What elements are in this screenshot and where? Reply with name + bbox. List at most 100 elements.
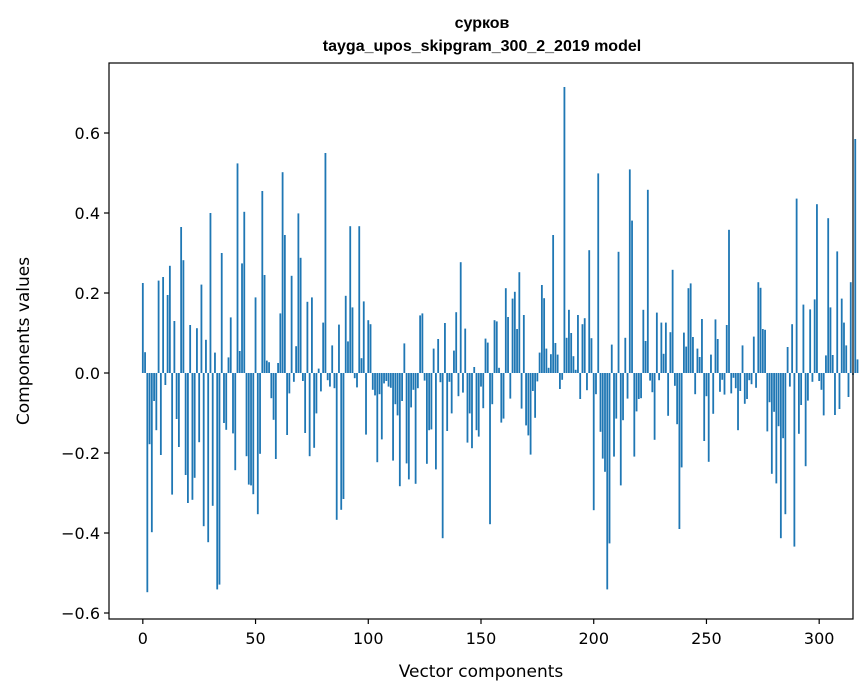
bar [775, 373, 778, 484]
bar [721, 373, 724, 380]
x-axis-label: Vector components [399, 662, 564, 682]
bar [306, 301, 309, 373]
bar [437, 339, 440, 373]
bar [797, 373, 800, 434]
bar [732, 373, 735, 378]
bar [263, 275, 266, 373]
y-tick-label: −0.6 [61, 604, 100, 623]
bar [168, 265, 171, 373]
bar [547, 367, 550, 373]
bar [633, 373, 636, 457]
bar [507, 317, 509, 373]
bar [419, 315, 422, 373]
bar [430, 373, 433, 430]
bar [324, 153, 327, 373]
bar [491, 373, 494, 405]
bar [148, 373, 151, 445]
bar [211, 373, 214, 506]
bar [428, 373, 431, 431]
bar [748, 373, 751, 381]
bar [692, 337, 694, 373]
x-tick-label: 250 [691, 629, 722, 648]
bar [807, 373, 809, 401]
bar [450, 373, 453, 414]
bar [155, 373, 158, 431]
bar [827, 218, 830, 373]
bar [394, 373, 397, 405]
bar [768, 373, 771, 403]
bar [545, 348, 548, 373]
bar [628, 169, 631, 373]
bar [811, 373, 814, 382]
bar [164, 373, 167, 385]
bar [243, 211, 246, 373]
bar [403, 343, 406, 373]
bar [356, 373, 358, 388]
bar [214, 352, 216, 373]
bar [441, 373, 444, 539]
bar [761, 329, 764, 373]
bar [466, 373, 469, 443]
y-tick-label: 0.2 [75, 284, 100, 303]
bar [171, 373, 174, 495]
bar [453, 350, 455, 373]
bar [216, 373, 219, 590]
bar [766, 373, 769, 432]
bar [531, 373, 534, 391]
bar [477, 373, 480, 437]
x-tick-label: 0 [138, 629, 148, 648]
bar [536, 373, 539, 382]
bar [662, 353, 665, 373]
bar [739, 373, 742, 391]
bar [802, 304, 805, 373]
bar [351, 307, 354, 373]
bar [525, 373, 527, 426]
bar [779, 373, 782, 539]
bar [252, 373, 255, 495]
bar [664, 322, 667, 373]
bar [658, 373, 661, 381]
bar [153, 373, 155, 401]
x-tick-label: 300 [804, 629, 835, 648]
bar [358, 226, 361, 373]
bar [667, 373, 670, 416]
bar [752, 336, 755, 373]
bar [559, 373, 561, 389]
bar [601, 373, 604, 459]
bar [840, 298, 843, 373]
bar [464, 328, 467, 373]
bar [849, 282, 852, 373]
bar [405, 373, 408, 464]
y-tick-label: 0.0 [75, 364, 100, 383]
bar [800, 373, 803, 405]
bar [421, 313, 424, 373]
bar [518, 272, 521, 373]
x-axis-ticks: 0 50 100 150 200 250 300 [138, 619, 835, 648]
bar [283, 235, 286, 373]
bars-group [141, 87, 859, 593]
chart-subtitle: tayga_upos_skipgram_300_2_2019 model [323, 38, 641, 55]
bar [572, 356, 575, 373]
bar [254, 297, 257, 373]
bar [586, 373, 588, 391]
bar [701, 319, 703, 373]
chart-title: сурков [455, 15, 510, 32]
bar [468, 373, 471, 414]
bar [297, 213, 300, 373]
bar [617, 251, 620, 373]
bar [552, 235, 555, 373]
bar [624, 337, 627, 373]
bar [687, 288, 690, 373]
bar [198, 373, 201, 443]
bar [495, 321, 498, 373]
bar [205, 339, 207, 373]
bar [608, 373, 611, 544]
bar [678, 373, 681, 529]
bar [563, 87, 566, 373]
bar [723, 373, 726, 395]
bar [712, 373, 715, 414]
bar [592, 373, 595, 511]
y-tick-label: 0.6 [75, 124, 100, 143]
bar [590, 338, 593, 373]
